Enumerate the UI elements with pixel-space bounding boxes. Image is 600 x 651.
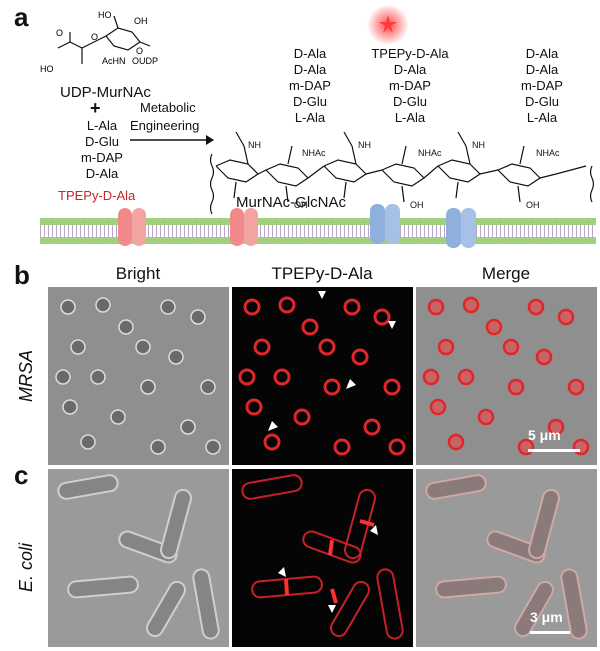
stem3-b: D-Ala	[525, 62, 559, 77]
struct-label-oh: OH	[134, 16, 148, 26]
ecoli-bright-image	[48, 469, 229, 647]
mrsa-bright-image	[48, 287, 229, 465]
stem3-c: m-DAP	[521, 78, 563, 93]
stem3-a: D-Ala	[525, 46, 559, 61]
panel-a-label: a	[14, 2, 29, 32]
membrane-protein-blue-4	[461, 208, 476, 248]
stem1-a: D-Ala	[293, 46, 327, 61]
arrow-markers	[268, 291, 396, 431]
panel-b-label: b	[14, 260, 30, 290]
bb-nh-2: NH	[358, 140, 371, 150]
stem2-c: m-DAP	[389, 78, 431, 93]
peptide-stem-2: TPEPy-D-Ala D-Ala m-DAP D-Glu L-Ala	[360, 46, 460, 126]
ecoli-arrow-markers	[278, 525, 378, 613]
bb-nh-1: NH	[248, 140, 261, 150]
probe-label: TPEPy-D-Ala	[58, 188, 136, 203]
struct-label-achn: AcHN	[102, 56, 126, 66]
scale-bar-label-b: 5 μm	[528, 427, 561, 443]
stem2-d: D-Glu	[393, 94, 427, 109]
membrane-protein-blue-2	[385, 204, 400, 244]
membrane-protein-red-3	[230, 208, 244, 246]
stem2-e: L-Ala	[394, 110, 426, 125]
stem1-e: L-Ala	[294, 110, 326, 125]
membrane-protein-red-2	[132, 208, 146, 246]
backbone-label: MurNAc-GlcNAc	[236, 194, 347, 211]
ecoli-merge-image: 3 μm	[416, 469, 597, 647]
stem1-b: D-Ala	[293, 62, 327, 77]
peptide-stem-1: D-Ala D-Ala m-DAP D-Glu L-Ala	[280, 46, 340, 126]
mrsa-fluorescence-image	[232, 287, 413, 465]
stem1-d: D-Glu	[293, 94, 327, 109]
peptide-stem-3: D-Ala D-Ala m-DAP D-Glu L-Ala	[512, 46, 572, 126]
ecoli-fluorescence-image	[232, 469, 413, 647]
col-title-merge: Merge	[481, 264, 531, 283]
arrow-label-metabolic: Metabolic	[140, 100, 196, 115]
stem1-c: m-DAP	[289, 78, 331, 93]
stem2-b: D-Ala	[393, 62, 427, 77]
mrsa-merge-image: 5 μm	[416, 287, 597, 465]
stem3-d: D-Glu	[525, 94, 559, 109]
stem3-e: L-Ala	[526, 110, 558, 125]
row-label-ecoli: E. coli	[16, 542, 36, 592]
row-label-mrsa: MRSA	[16, 349, 36, 402]
arrow-label-engineering: Engineering	[130, 118, 200, 133]
struct-label-ho1: HO	[98, 10, 112, 20]
bb-nhac-1: NHAc	[302, 148, 326, 158]
reagent-dglu: D-Glu	[85, 134, 119, 149]
bb-oh-2: OH	[410, 200, 424, 210]
scale-bar-label-c: 3 μm	[530, 609, 563, 625]
panel-c-label: c	[14, 460, 29, 490]
membrane-protein-blue-3	[446, 208, 461, 248]
struct-label-o2: O	[56, 28, 63, 38]
bb-nhac-2: NHAc	[418, 148, 442, 158]
reagent-dala: D-Ala	[85, 166, 119, 181]
struct-label-ho2: HO	[40, 64, 54, 74]
bb-oh-1: OH	[294, 200, 308, 210]
struct-label-oudp: OUDP	[132, 56, 158, 66]
membrane-protein-red-4	[244, 208, 258, 246]
col-title-bright: Bright	[115, 264, 161, 283]
reagent-lala: L-Ala	[86, 118, 118, 133]
col-title-fluorescence: TPEPy-D-Ala	[271, 264, 373, 283]
reagent-mdap: m-DAP	[81, 150, 123, 165]
bb-nhac-3: NHAc	[536, 148, 560, 158]
udp-murnac-structure: HO OH O O AcHN OUDP HO O	[40, 10, 158, 74]
membrane-protein-red-1	[118, 208, 132, 246]
precursor-label: UDP-MurNAc	[60, 84, 151, 101]
struct-label-oring: O	[136, 46, 143, 56]
scale-bar-b	[528, 449, 580, 452]
reaction-arrow	[130, 135, 214, 145]
struct-label-o: O	[91, 32, 98, 42]
reagent-list: L-Ala D-Glu m-DAP D-Ala	[80, 118, 124, 182]
bb-oh-3: OH	[526, 200, 540, 210]
scale-bar-c	[530, 631, 570, 634]
membrane-protein-blue-1	[370, 204, 385, 244]
bb-nh-3: NH	[472, 140, 485, 150]
glow-star-icon	[379, 15, 397, 33]
plus-sign: +	[90, 98, 101, 118]
peptidoglycan-backbone: NH NHAc NH NHAc NH NHAc OH OH OH	[209, 131, 595, 215]
stem2-probe: TPEPy-D-Ala	[371, 46, 449, 61]
